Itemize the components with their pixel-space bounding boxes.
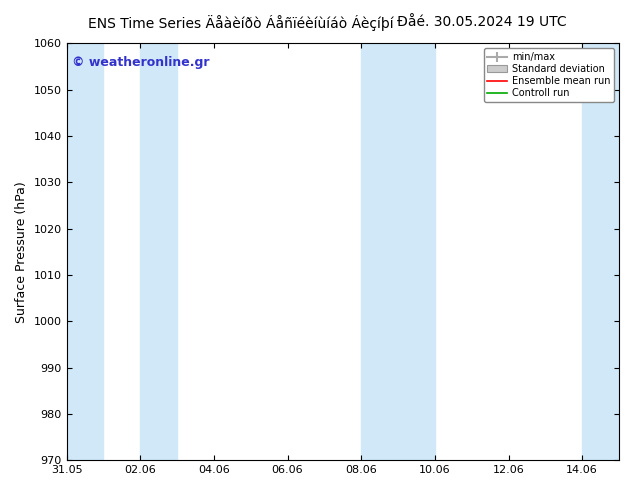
- Text: ENS Time Series Äåàèíðò Áåñïéèíùíáò Áèçíþí: ENS Time Series Äåàèíðò Áåñïéèíùíáò Áèçí…: [88, 15, 394, 31]
- Legend: min/max, Standard deviation, Ensemble mean run, Controll run: min/max, Standard deviation, Ensemble me…: [484, 49, 614, 102]
- Bar: [140, 44, 177, 460]
- Y-axis label: Surface Pressure (hPa): Surface Pressure (hPa): [15, 181, 28, 323]
- Bar: [67, 44, 103, 460]
- Bar: [398, 44, 435, 460]
- Bar: [582, 44, 619, 460]
- Text: © weatheronline.gr: © weatheronline.gr: [72, 56, 210, 69]
- Bar: [361, 44, 398, 460]
- Text: Ðåé. 30.05.2024 19 UTC: Ðåé. 30.05.2024 19 UTC: [397, 15, 567, 29]
